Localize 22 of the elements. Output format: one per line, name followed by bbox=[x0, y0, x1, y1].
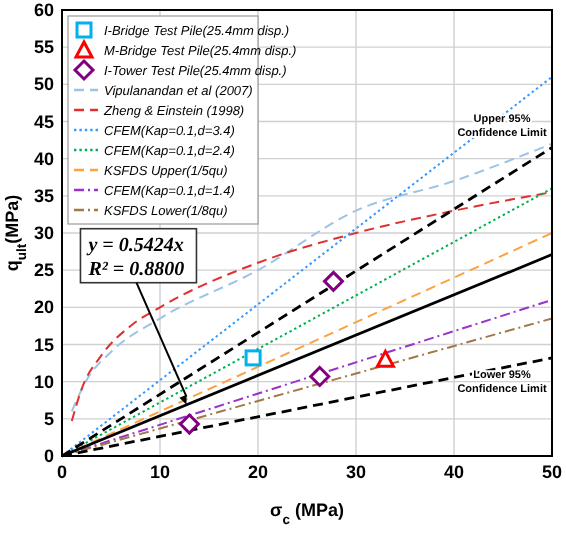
annotation: y = 0.5424x bbox=[86, 234, 184, 257]
x-tick-label: 30 bbox=[345, 462, 367, 482]
y-tick-label: 0 bbox=[43, 446, 54, 466]
y-tick-label: 10 bbox=[33, 371, 54, 392]
x-tick-label: 20 bbox=[247, 462, 269, 482]
y-tick-label: 25 bbox=[33, 260, 54, 281]
x-tick-label: 40 bbox=[443, 462, 465, 482]
y-tick-label: 5 bbox=[43, 408, 54, 429]
y-tick-label: 40 bbox=[33, 148, 54, 169]
y-tick-label: 45 bbox=[33, 111, 54, 132]
annotation: R² = 0.8800 bbox=[86, 258, 185, 281]
y-tick-label: 35 bbox=[33, 185, 54, 206]
y-tick-label: 50 bbox=[33, 74, 54, 95]
x-tick-label: 50 bbox=[541, 462, 563, 482]
y-tick-label: 55 bbox=[33, 37, 54, 58]
y-tick-label: 20 bbox=[33, 297, 54, 318]
y-tick-label: 15 bbox=[33, 334, 54, 355]
x-axis-title: σ$_{c}$ (MPa) bbox=[270, 500, 344, 527]
y-tick-label: 30 bbox=[33, 223, 54, 243]
x-tick-label: 0 bbox=[56, 462, 68, 482]
y-tick-label: 60 bbox=[33, 0, 54, 20]
x-tick-label: 10 bbox=[149, 462, 171, 482]
